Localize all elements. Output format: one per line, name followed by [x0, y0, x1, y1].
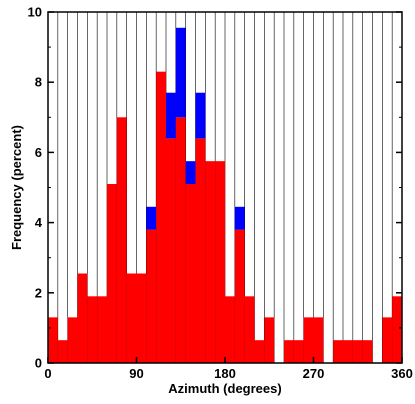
axis-ticks: 0 2 4 6 8 10 0 90 180 270 360: [28, 5, 413, 382]
bar-red: [362, 340, 373, 363]
y-tick-label: 10: [28, 5, 42, 20]
bar-red: [244, 296, 255, 363]
bar-red: [175, 117, 186, 363]
bar-red: [333, 340, 343, 363]
y-tick-label: 0: [35, 356, 42, 371]
bar-blue: [166, 92, 176, 139]
bar-red: [67, 317, 78, 363]
bar-red: [107, 183, 117, 363]
bar-red: [156, 71, 166, 364]
y-tick-label: 8: [35, 75, 42, 90]
bar-red: [77, 273, 88, 363]
bar-red: [87, 296, 98, 363]
bar-red: [284, 340, 294, 363]
bar-red: [185, 183, 196, 363]
bar-red: [116, 117, 127, 363]
bar-red: [48, 317, 58, 363]
bar-red: [136, 273, 147, 363]
bar-red: [146, 229, 157, 363]
bar-blue: [234, 206, 245, 230]
bar-red: [392, 296, 402, 363]
bar-red: [97, 296, 107, 363]
x-tick-label: 180: [214, 366, 236, 381]
y-axis-title: Frequency (percent): [9, 125, 24, 250]
bar-red: [205, 161, 216, 363]
bar-red: [57, 340, 68, 363]
bar-red: [264, 317, 275, 363]
bar-blue: [195, 92, 206, 139]
bar-blue: [146, 206, 157, 230]
x-tick-label: 360: [391, 366, 413, 381]
bar-red: [166, 138, 176, 363]
y-tick-label: 2: [35, 285, 42, 300]
bar-red: [293, 340, 304, 363]
bar-red: [195, 138, 206, 363]
bar-red: [313, 317, 324, 363]
bar-red: [126, 273, 137, 363]
bar-red: [303, 317, 314, 363]
bar-red: [225, 296, 235, 363]
bar-red: [382, 317, 393, 363]
x-tick-label: 270: [303, 366, 325, 381]
bar-red: [352, 340, 363, 363]
bar-red: [343, 340, 353, 363]
bar-red: [234, 229, 245, 363]
x-axis-title: Azimuth (degrees): [168, 381, 281, 396]
y-tick-label: 6: [35, 145, 42, 160]
x-tick-label: 90: [129, 366, 143, 381]
bar-blue: [185, 161, 196, 184]
x-tick-label: 0: [44, 366, 51, 381]
bars: [48, 27, 402, 364]
bar-red: [254, 340, 265, 363]
bar-blue: [175, 27, 186, 118]
bar-red: [215, 161, 225, 363]
y-tick-label: 4: [35, 215, 43, 230]
